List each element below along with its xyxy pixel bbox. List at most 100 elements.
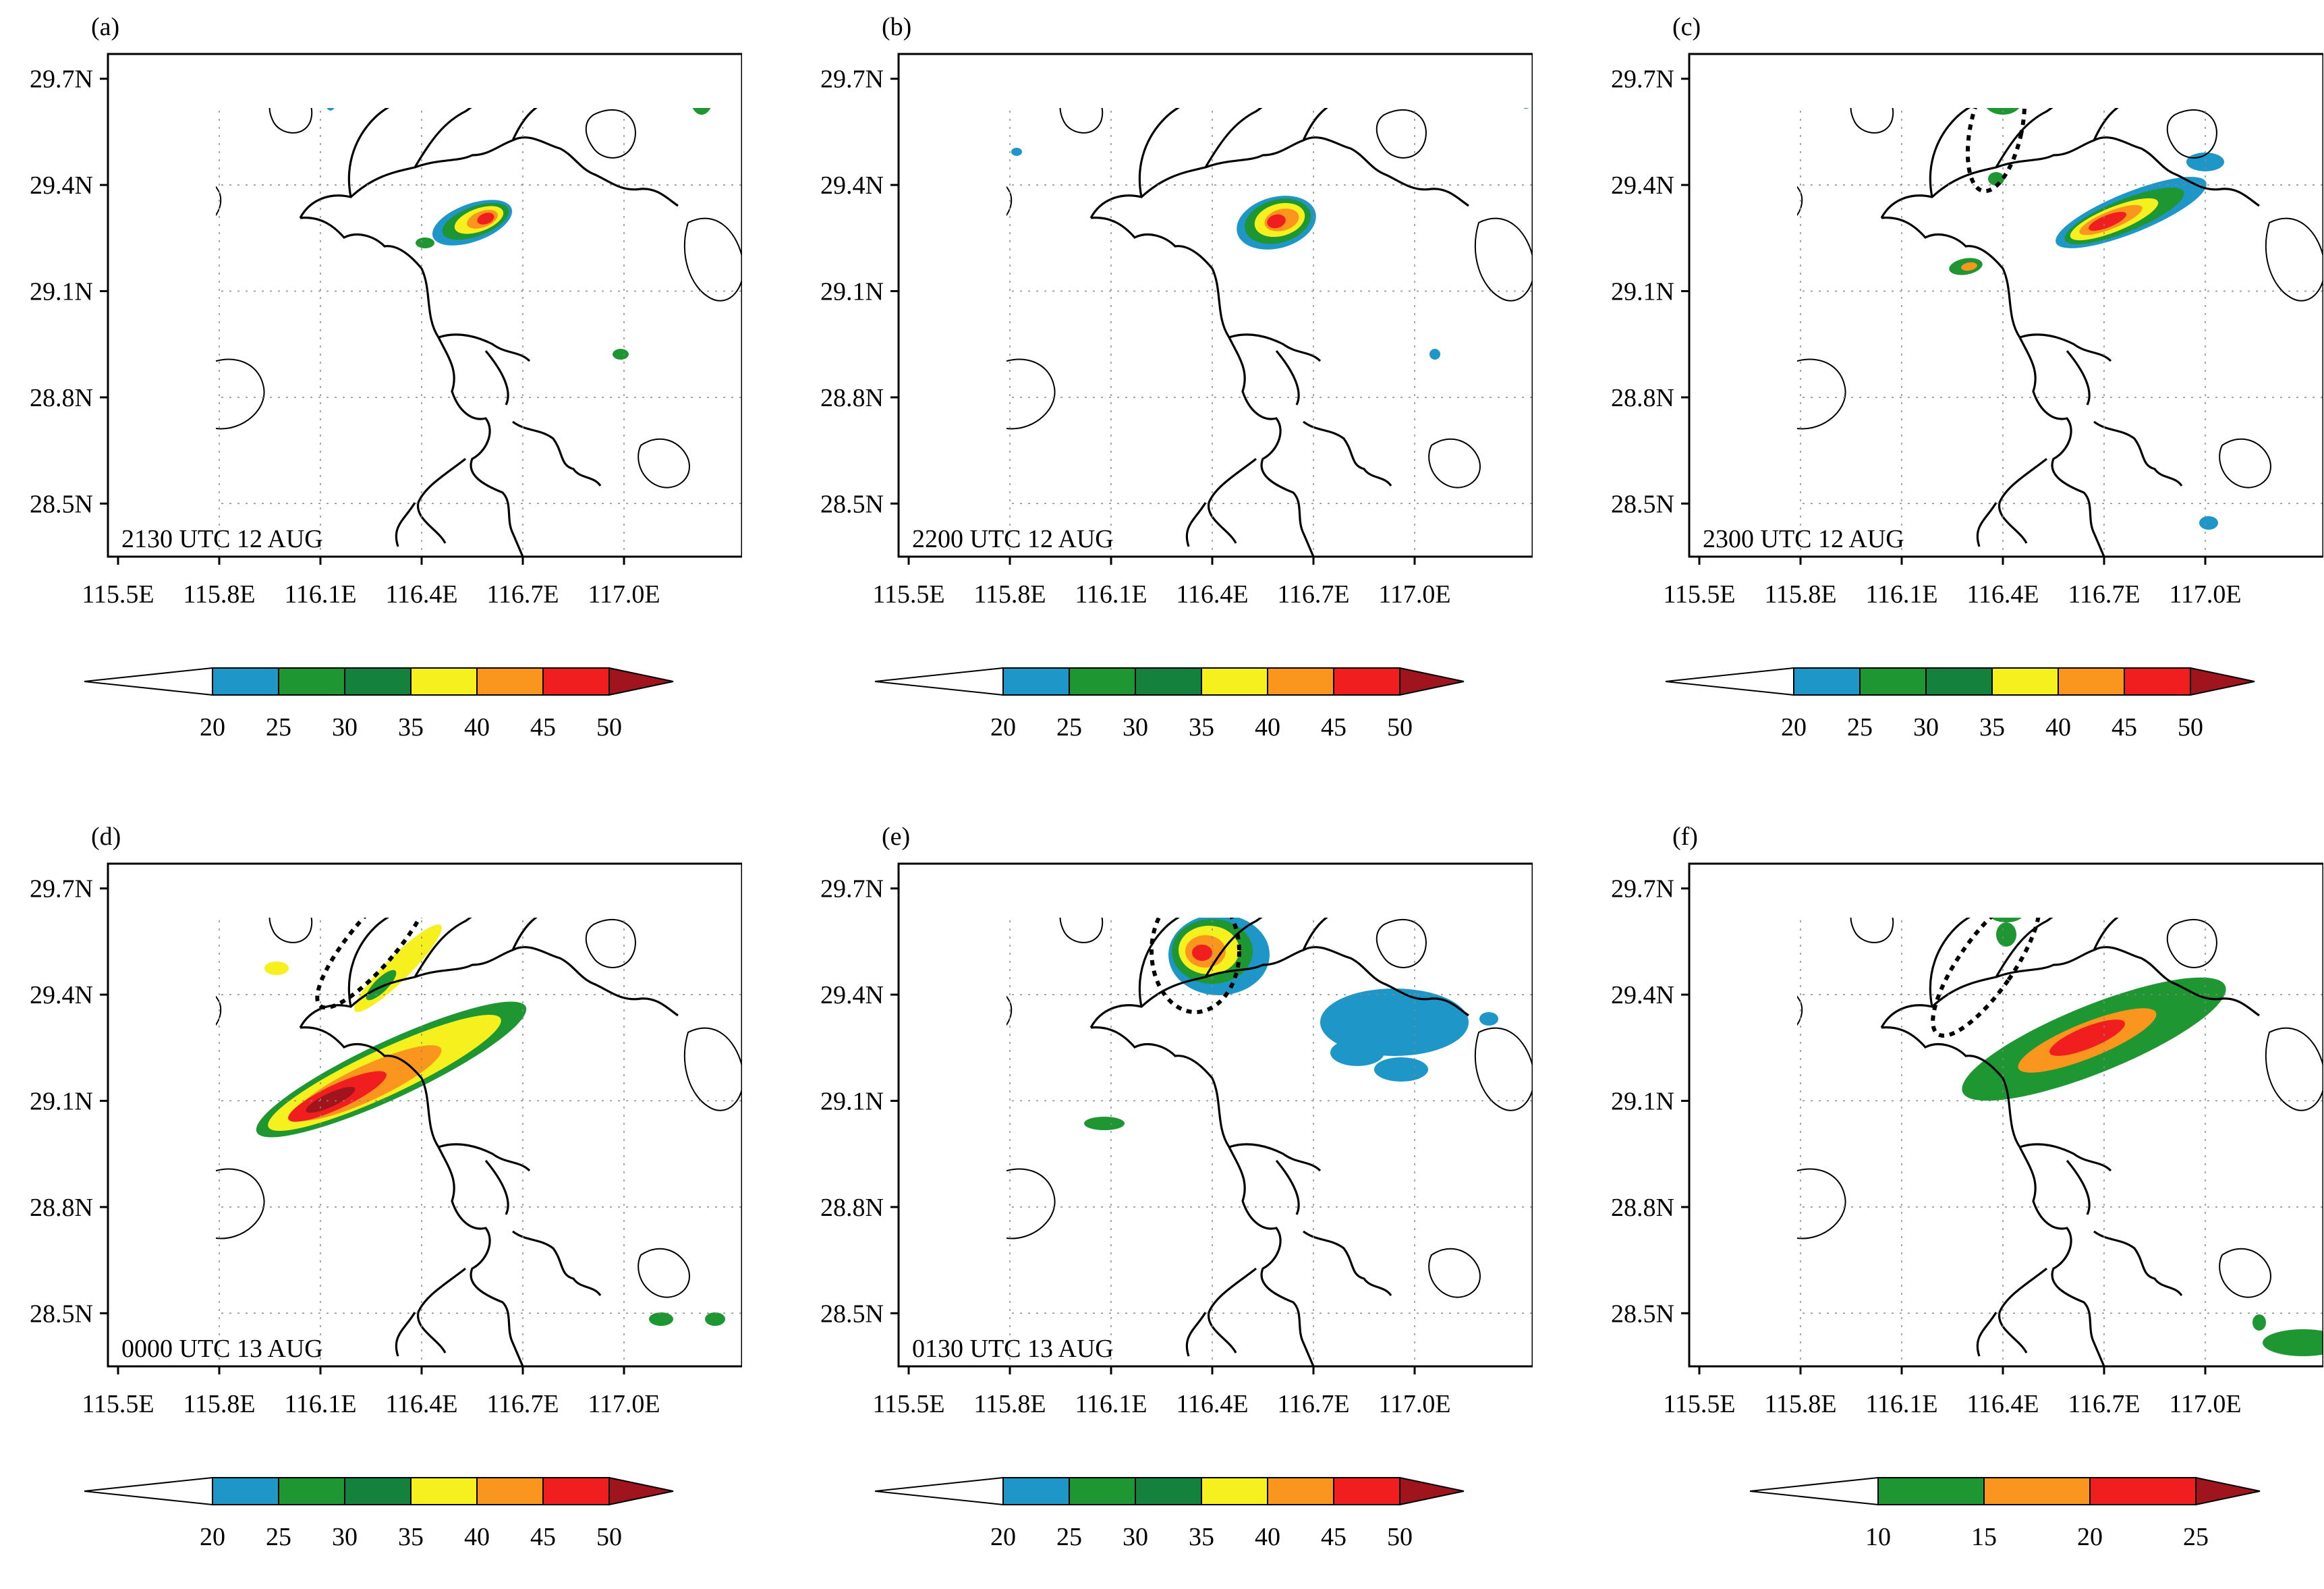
colorbar-segment (344, 1477, 412, 1505)
terrain-contour (1376, 109, 1427, 159)
reflectivity-cell (477, 213, 494, 225)
terrain-contour (216, 186, 222, 217)
terrain-contour (1376, 918, 1427, 968)
highlight-ellipse (1150, 918, 1241, 1014)
colorbar-over-triangle (1399, 1476, 1465, 1506)
reflectivity-cell (148, 151, 162, 159)
colorbar-segment (278, 1477, 345, 1505)
reflectivity-cell (327, 108, 335, 111)
lat-tick-label: 29.7N (30, 875, 93, 903)
reflectivity-cell (1429, 349, 1440, 360)
lat-tick-label: 29.1N (820, 1088, 884, 1116)
colorbar-level-label: 30 (1123, 1523, 1148, 1551)
plot-frame (897, 862, 1533, 1368)
colorbar-segment (1135, 667, 1202, 696)
lat-tick-label: 28.8N (1611, 1194, 1674, 1222)
colorbar-level-label: 25 (1847, 713, 1873, 742)
plot-frame (897, 53, 1533, 558)
lon-tick-label: 116.1E (284, 580, 356, 609)
colorbar-segment (1877, 1477, 1985, 1505)
colorbar-segment (278, 667, 345, 696)
terrain-contour (268, 918, 313, 943)
colorbar-level-label: 20 (1781, 713, 1807, 742)
lon-tick-label: 116.7E (486, 1390, 559, 1418)
colorbar-segment (542, 1477, 610, 1505)
terrain-contour (1007, 186, 1013, 217)
colorbar-level-label: 20 (990, 713, 1016, 742)
map-plot-area (1007, 108, 1533, 557)
colorbar-level-label: 20 (200, 713, 225, 742)
reflectivity-cell (613, 349, 629, 360)
lat-tick-label: 29.1N (30, 1088, 93, 1116)
colorbar-level-label: 35 (398, 1523, 424, 1551)
lon-tick-label: 116.4E (1966, 580, 2039, 609)
map-svg: (e) 0130 UTC 13 AUG 29.7N 29.4N 29.1N 28.8N 28… (820, 823, 1533, 1551)
colorbar-segment (212, 667, 279, 696)
colorbar-over-triangle (608, 667, 674, 696)
colorbar-segment (476, 667, 544, 696)
panel-letter: (c) (1672, 13, 1701, 41)
colorbar: 20 25 30 35 40 45 50 (84, 1476, 674, 1551)
colorbar-level-label: 50 (596, 1523, 622, 1551)
plot-frame (107, 53, 742, 558)
colorbar-level-label: 20 (990, 1523, 1016, 1551)
reflectivity-cell (416, 238, 434, 248)
colorbar-segment (1333, 1477, 1400, 1505)
terrain-contour (216, 995, 222, 1026)
colorbar: 10 15 20 25 (1749, 1476, 2261, 1551)
terrain-contour (683, 1027, 742, 1111)
lon-tick-label: 116.7E (1277, 1390, 1349, 1418)
reflectivity-cell (1267, 214, 1286, 229)
lat-tick-label: 29.7N (820, 875, 884, 903)
reflectivity-cell (1523, 108, 1529, 109)
reflectivity-cell (264, 961, 289, 975)
lon-tick-label: 116.4E (1176, 580, 1248, 609)
terrain-contour (216, 1168, 265, 1239)
terrain-contour (216, 358, 265, 430)
colorbar-segment (1793, 667, 1861, 696)
lat-tick-label: 29.1N (820, 278, 884, 306)
reflectivity-cell (2199, 516, 2218, 530)
colorbar-segment (344, 667, 412, 696)
colorbar-segment (1925, 667, 1993, 696)
terrain-contour (1428, 438, 1481, 489)
colorbar-segment (1859, 667, 1927, 696)
colorbar-level-label: 20 (200, 1523, 225, 1551)
panel-letter: (b) (882, 13, 911, 41)
lat-tick-label: 29.4N (30, 981, 93, 1009)
panel-letter: (e) (882, 823, 910, 851)
reflectivity-cell (1084, 1117, 1125, 1130)
lon-tick-label: 115.8E (973, 580, 1046, 609)
colorbar-level-label: 40 (2045, 713, 2071, 742)
colorbar-level-label: 45 (2112, 713, 2137, 742)
lake-outline (299, 918, 679, 1028)
map-plot-area (216, 881, 742, 1367)
lat-tick-label: 28.5N (1611, 1300, 1674, 1328)
terrain-contour (637, 438, 690, 489)
reflectivity-cell (306, 1086, 356, 1113)
colorbar-segment (1333, 667, 1400, 696)
terrain-contour (1797, 358, 1846, 430)
lon-tick-label: 117.0E (588, 580, 660, 609)
colorbar-segment (410, 667, 478, 696)
lat-tick-label: 28.5N (30, 490, 93, 518)
map-plot-area (148, 108, 742, 557)
reflectivity-cell (354, 924, 442, 1012)
colorbar-level-label: 35 (1189, 713, 1214, 742)
colorbar-segment (1002, 667, 1070, 696)
lat-tick-label: 28.5N (820, 490, 884, 518)
terrain-contour (585, 109, 636, 159)
colorbar-segment (1002, 1477, 1070, 1505)
lon-tick-label: 116.1E (1865, 1390, 1937, 1418)
colorbar-level-label: 45 (530, 713, 556, 742)
colorbar-level-label: 50 (1387, 713, 1413, 742)
lake-outline (1880, 918, 2260, 1028)
map-svg: (d) 0000 UTC 13 AUG 29.7N 29.4N 29.1N 28.8N 28… (30, 823, 742, 1551)
lon-tick-label: 116.1E (1075, 580, 1147, 609)
colorbar-level-label: 35 (1979, 713, 2005, 742)
terrain-contour (1797, 1168, 1846, 1239)
lon-tick-label: 115.5E (1663, 1390, 1735, 1418)
lake-outline (300, 217, 602, 557)
colorbar-segment (1201, 1477, 1268, 1505)
reflectivity-cell (445, 881, 486, 894)
